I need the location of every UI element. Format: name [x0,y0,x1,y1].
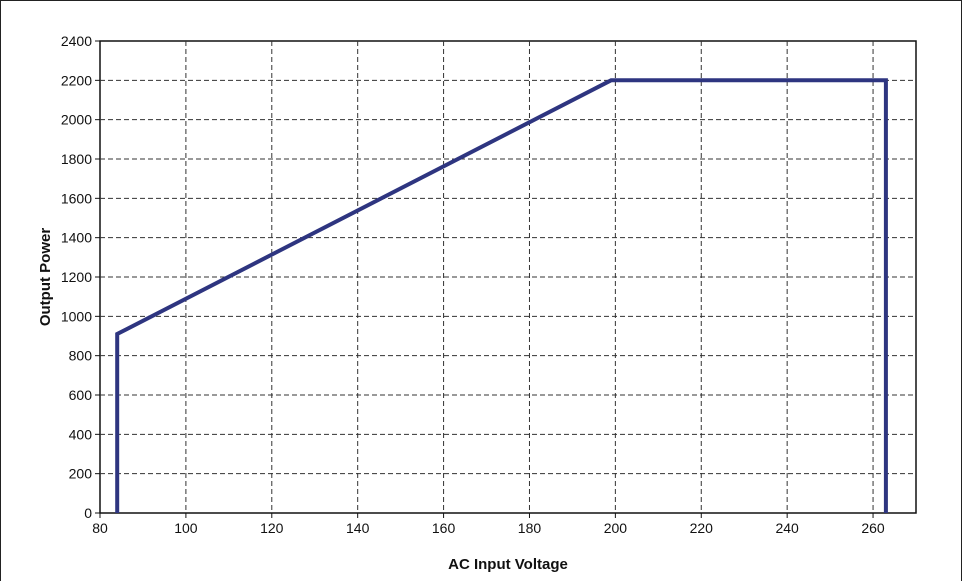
x-tick-label: 200 [604,520,628,536]
y-axis-ticks: 0 200 400 600 800 1000 1200 1400 1600 1800 2000 220… [61,33,100,521]
y-tick-label: 1800 [61,151,92,167]
y-tick-label: 0 [84,505,92,521]
x-tick-label: 120 [260,520,284,536]
x-tick-label: 160 [432,520,456,536]
x-tick-label: 80 [92,520,108,536]
x-axis-title: AC Input Voltage [448,556,568,573]
x-tick-label: 220 [690,520,714,536]
y-tick-label: 600 [69,387,93,403]
y-tick-label: 1600 [61,190,92,206]
x-tick-label: 240 [775,520,799,536]
y-tick-label: 2400 [61,33,92,49]
y-tick-label: 400 [69,426,93,442]
y-tick-label: 2000 [61,112,92,128]
x-tick-label: 260 [861,520,885,536]
y-tick-label: 800 [69,348,93,364]
x-tick-label: 100 [174,520,198,536]
y-tick-label: 1400 [61,230,92,246]
x-axis-ticks: 80 100 120 140 160 180 200 220 240 260 [92,513,885,536]
x-tick-label: 140 [346,520,370,536]
y-tick-label: 1000 [61,308,92,324]
y-tick-label: 2200 [61,72,92,88]
y-tick-label: 200 [69,466,93,482]
y-tick-label: 1200 [61,269,92,285]
y-axis-title: Output Power [37,228,54,326]
x-tick-label: 180 [518,520,542,536]
